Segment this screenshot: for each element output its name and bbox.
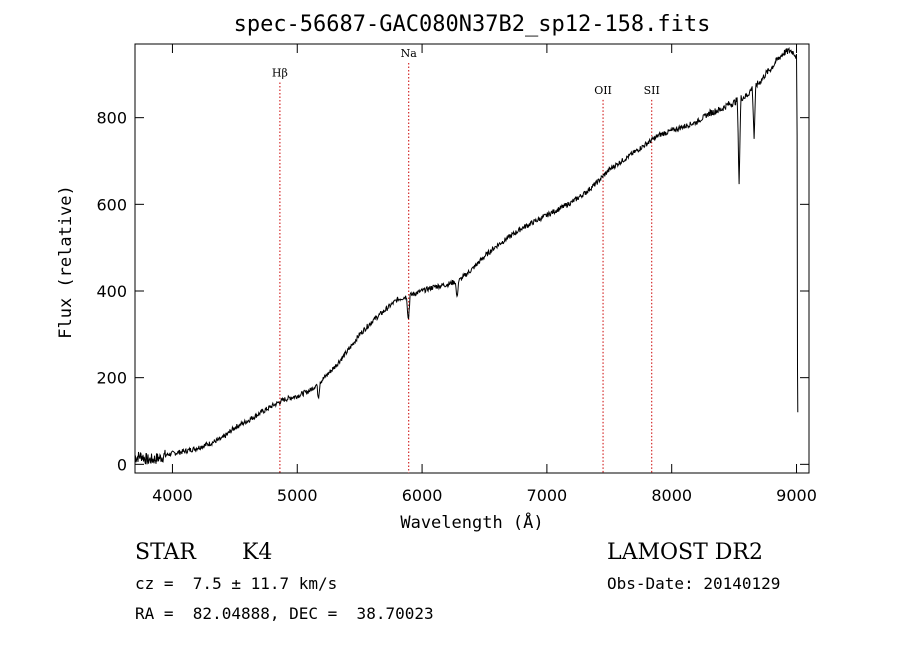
plot-frame [134, 43, 810, 474]
y-tick-label-4: 800 [96, 109, 127, 128]
y-axis-label: Flux (relative) [56, 185, 76, 339]
redshift-readout: cz = 7.5 ± 11.7 km/s [135, 574, 338, 593]
y-tick-label-0: 0 [117, 455, 127, 474]
marker-label-0: Hβ [272, 67, 288, 80]
coordinates: RA = 82.04888, DEC = 38.70023 [135, 604, 434, 623]
x-tick-label-5: 9000 [776, 486, 817, 505]
survey-name: LAMOST DR2 [607, 540, 763, 565]
x-tick-label-2: 6000 [402, 486, 443, 505]
object-type: STAR [135, 540, 196, 565]
y-tick-label-3: 600 [96, 195, 127, 214]
chart-title: spec-56687-GAC080N37B2_sp12-158.fits [234, 12, 711, 37]
y-tick-label-2: 400 [96, 282, 127, 301]
x-tick-label-0: 4000 [152, 486, 193, 505]
x-tick-label-1: 5000 [277, 486, 318, 505]
marker-label-1: Na [401, 47, 418, 60]
flux-series-line [134, 46, 799, 465]
axis-ticks: 4000 5000 6000 7000 8000 9000 0 200 400 600 800 [96, 44, 817, 505]
marker-label-3: SII [644, 84, 660, 97]
object-subclass: K4 [242, 540, 273, 565]
y-tick-label-1: 200 [96, 369, 127, 388]
obs-date: Obs-Date: 20140129 [607, 574, 781, 593]
marker-label-2: OII [594, 84, 612, 97]
x-tick-label-3: 7000 [527, 486, 568, 505]
spectral-line-markers: Hβ Na OII SII [272, 47, 660, 473]
x-tick-label-4: 8000 [651, 486, 692, 505]
x-axis-label: Wavelength (Å) [400, 511, 543, 533]
